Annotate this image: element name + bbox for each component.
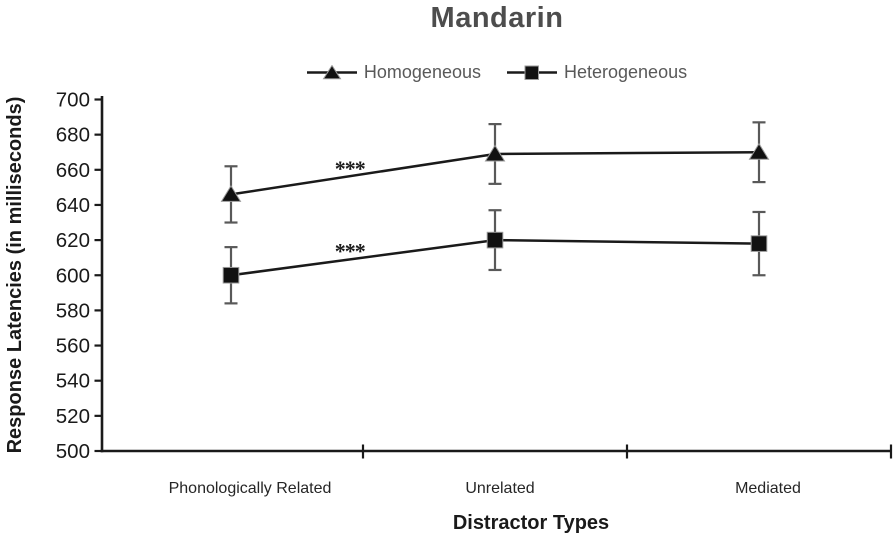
data-point-marker-triangle — [220, 184, 242, 202]
legend-label-heterogeneous: Heterogeneous — [564, 62, 688, 82]
legend-item-heterogeneous: Heterogeneous — [507, 62, 687, 83]
y-tick-label: 520 — [56, 405, 90, 428]
data-point-marker-square — [750, 235, 768, 252]
y-tick-label: 540 — [56, 370, 90, 393]
triangle-marker-icon — [306, 65, 357, 80]
category-label: Phonologically Related — [169, 480, 332, 497]
y-tick-label: 500 — [56, 440, 90, 463]
y-tick-label: 620 — [56, 229, 90, 252]
y-tick-label: 560 — [56, 335, 90, 358]
x-axis-title: Distractor Types — [452, 512, 610, 534]
significance-annotation: *** — [335, 156, 366, 181]
y-tick-label: 660 — [56, 159, 90, 182]
data-point-marker-triangle — [484, 144, 506, 162]
data-point-marker-triangle — [748, 142, 770, 160]
data-point-marker-square — [222, 266, 240, 284]
category-label: Mediated — [735, 480, 801, 497]
legend-item-homogeneous: Homogeneous — [306, 62, 481, 83]
y-tick-label: 680 — [56, 124, 90, 147]
y-tick-label: 700 — [56, 89, 90, 112]
legend: Homogeneous Heterogeneous — [100, 62, 894, 83]
y-tick-label: 600 — [56, 264, 90, 287]
category-label: Unrelated — [465, 480, 534, 497]
chart-title: Mandarin — [430, 2, 564, 34]
significance-annotation: *** — [335, 239, 366, 264]
y-tick-label: 640 — [56, 194, 90, 217]
y-tick-label: 580 — [56, 299, 90, 322]
data-point-marker-square — [486, 231, 504, 249]
square-marker-icon — [507, 65, 557, 80]
legend-label-homogeneous: Homogeneous — [363, 62, 481, 82]
